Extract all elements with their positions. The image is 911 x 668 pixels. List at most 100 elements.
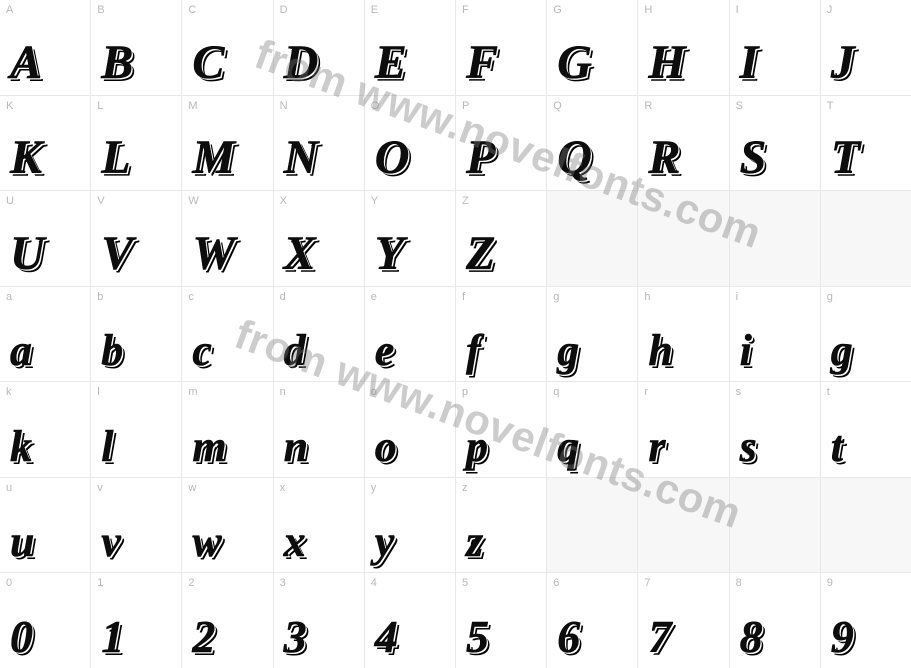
cell-label: u — [6, 482, 12, 494]
glyph-cell: WW — [182, 191, 272, 286]
glyph-cell: II — [730, 0, 820, 95]
cell-label: y — [371, 482, 377, 494]
character-map-grid: AABBCCDDEEFFGGHHIIJJKKLLMMNNOOPPQQRRSSTT… — [0, 0, 911, 668]
glyph-cell: oo — [365, 382, 455, 477]
glyph-cell: JJ — [821, 0, 911, 95]
cell-label: I — [736, 4, 739, 16]
cell-label: d — [280, 291, 286, 303]
cell-label: r — [644, 386, 648, 398]
empty-cell — [547, 478, 637, 573]
cell-label: 5 — [462, 577, 468, 589]
glyph-cell: gg — [547, 287, 637, 382]
glyph-cell: yy — [365, 478, 455, 573]
cell-label: l — [97, 386, 100, 398]
cell-label: L — [97, 100, 103, 112]
empty-cell — [730, 478, 820, 573]
glyph-cell: DD — [274, 0, 364, 95]
glyph-cell: ii — [730, 287, 820, 382]
glyph-cell: nn — [274, 382, 364, 477]
glyph: J — [821, 0, 911, 95]
cell-label: Y — [371, 195, 379, 207]
glyph: F — [456, 0, 546, 95]
cell-label: e — [371, 291, 377, 303]
cell-label: x — [280, 482, 286, 494]
glyph-cell: AA — [0, 0, 90, 95]
cell-label: E — [371, 4, 379, 16]
glyph-cell: 33 — [274, 573, 364, 668]
glyph-cell: UU — [0, 191, 90, 286]
glyph: T — [821, 96, 911, 191]
glyph: u — [0, 478, 90, 573]
cell-label: V — [97, 195, 105, 207]
cell-label: a — [6, 291, 12, 303]
glyph-cell: BB — [91, 0, 181, 95]
glyph-cell: cc — [182, 287, 272, 382]
glyph-cell: ee — [365, 287, 455, 382]
cell-label: O — [371, 100, 380, 112]
glyph: Z — [456, 191, 546, 286]
glyph: g — [547, 287, 637, 382]
glyph-cell: QQ — [547, 96, 637, 191]
glyph-cell: aa — [0, 287, 90, 382]
glyph-cell: gg — [821, 287, 911, 382]
glyph: s — [730, 382, 820, 477]
glyph-cell: pp — [456, 382, 546, 477]
cell-label: B — [97, 4, 105, 16]
glyph-cell: HH — [638, 0, 728, 95]
glyph: z — [456, 478, 546, 573]
glyph-cell: OO — [365, 96, 455, 191]
cell-label: X — [280, 195, 288, 207]
glyph-cell: 00 — [0, 573, 90, 668]
glyph: v — [91, 478, 181, 573]
cell-label: 6 — [553, 577, 559, 589]
cell-label: c — [188, 291, 194, 303]
glyph: I — [730, 0, 820, 95]
glyph-cell: zz — [456, 478, 546, 573]
cell-label: o — [371, 386, 377, 398]
glyph: h — [638, 287, 728, 382]
glyph-cell: GG — [547, 0, 637, 95]
cell-label: 8 — [736, 577, 742, 589]
glyph-cell: PP — [456, 96, 546, 191]
cell-label: n — [280, 386, 286, 398]
cell-label: N — [280, 100, 288, 112]
cell-label: 3 — [280, 577, 286, 589]
glyph-cell: 66 — [547, 573, 637, 668]
glyph: x — [274, 478, 364, 573]
glyph-cell: TT — [821, 96, 911, 191]
glyph-cell: 11 — [91, 573, 181, 668]
glyph: i — [730, 287, 820, 382]
glyph-cell: 55 — [456, 573, 546, 668]
glyph: y — [365, 478, 455, 573]
glyph: 1 — [91, 573, 181, 668]
empty-cell — [547, 191, 637, 286]
glyph-cell: 88 — [730, 573, 820, 668]
glyph: o — [365, 382, 455, 477]
cell-label: Q — [553, 100, 562, 112]
glyph-cell: dd — [274, 287, 364, 382]
glyph-cell: SS — [730, 96, 820, 191]
glyph: b — [91, 287, 181, 382]
glyph: n — [274, 382, 364, 477]
cell-label: k — [6, 386, 12, 398]
glyph-cell: tt — [821, 382, 911, 477]
cell-label: 0 — [6, 577, 12, 589]
glyph: t — [821, 382, 911, 477]
glyph: q — [547, 382, 637, 477]
cell-label: F — [462, 4, 469, 16]
glyph: k — [0, 382, 90, 477]
glyph-cell: FF — [456, 0, 546, 95]
cell-label: 7 — [644, 577, 650, 589]
cell-label: Z — [462, 195, 469, 207]
glyph-cell: ff — [456, 287, 546, 382]
cell-label: J — [827, 4, 833, 16]
cell-label: K — [6, 100, 14, 112]
cell-label: W — [188, 195, 199, 207]
cell-label: H — [644, 4, 652, 16]
empty-cell — [730, 191, 820, 286]
cell-label: 1 — [97, 577, 103, 589]
glyph: c — [182, 287, 272, 382]
cell-label: b — [97, 291, 103, 303]
glyph-cell: CC — [182, 0, 272, 95]
cell-label: M — [188, 100, 197, 112]
